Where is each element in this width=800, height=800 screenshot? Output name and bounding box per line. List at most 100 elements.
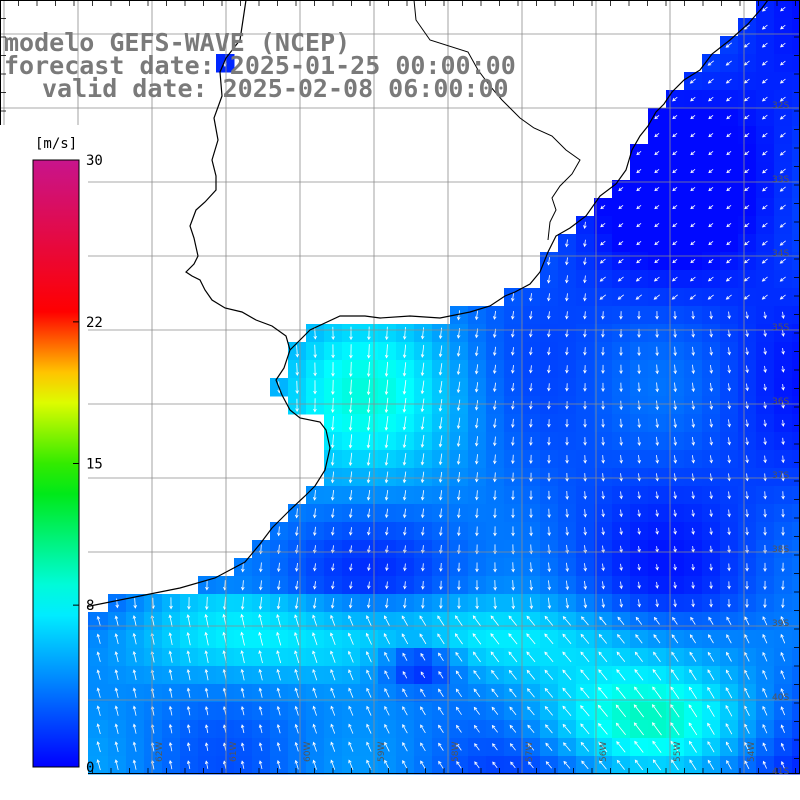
- wind-arrow: [186, 705, 191, 716]
- wind-arrow: [439, 526, 443, 537]
- wind-arrow: [547, 455, 551, 464]
- wind-arrow: [96, 705, 101, 716]
- wind-arrow: [544, 705, 553, 716]
- wind-arrow: [619, 364, 623, 375]
- wind-arrow: [295, 380, 299, 395]
- wind-arrow: [762, 651, 768, 662]
- wind-arrow: [691, 382, 696, 393]
- wind-arrow: [186, 668, 191, 681]
- wind-arrow: [725, 669, 732, 681]
- wind-arrow: [781, 419, 785, 427]
- wind-arrow: [529, 401, 533, 410]
- wind-arrow: [474, 454, 479, 465]
- speed-cell: [792, 432, 800, 451]
- wind-arrow: [544, 687, 554, 698]
- wind-arrow: [653, 616, 660, 625]
- wind-arrow: [312, 705, 317, 716]
- wind-arrow: [294, 614, 300, 628]
- wind-arrow: [601, 436, 605, 446]
- wind-arrow: [312, 687, 317, 698]
- wind-arrow: [547, 508, 551, 519]
- wind-arrow: [276, 614, 282, 628]
- wind-arrow: [366, 687, 372, 698]
- wind-arrow: [565, 562, 569, 572]
- wind-arrow: [529, 365, 533, 374]
- lon-label: 60W: [303, 742, 313, 762]
- wind-arrow: [580, 741, 590, 752]
- wind-arrow: [763, 509, 767, 518]
- wind-arrow: [204, 668, 209, 681]
- wind-arrow: [562, 723, 572, 734]
- wind-arrow: [745, 455, 749, 464]
- wind-arrow: [474, 418, 479, 429]
- wind-arrow: [744, 634, 750, 644]
- wind-arrow: [384, 651, 390, 662]
- wind-arrow: [384, 687, 390, 698]
- wind-arrow: [673, 564, 677, 571]
- wind-arrow: [547, 329, 551, 338]
- wind-arrow: [348, 614, 354, 627]
- speed-cell: [792, 216, 800, 235]
- wind-arrow: [762, 633, 768, 644]
- wind-arrow: [565, 293, 569, 302]
- wind-arrow: [474, 472, 479, 483]
- wind-arrow: [529, 597, 534, 610]
- wind-arrow: [600, 240, 606, 246]
- wind-arrow: [601, 581, 605, 590]
- wind-arrow: [565, 239, 569, 248]
- wind-arrow: [563, 742, 571, 752]
- wind-arrow: [601, 563, 605, 572]
- wind-arrow: [726, 133, 732, 138]
- wind-arrow: [492, 346, 497, 356]
- wind-arrow: [615, 686, 626, 699]
- wind-arrow: [366, 615, 372, 627]
- wind-arrow: [690, 96, 696, 102]
- wind-arrow: [725, 276, 732, 282]
- wind-arrow: [366, 361, 371, 378]
- wind-arrow: [601, 598, 606, 609]
- wind-arrow: [709, 347, 713, 356]
- wind-arrow: [744, 240, 750, 246]
- wind-arrow: [438, 381, 443, 394]
- wind-arrow: [762, 132, 768, 138]
- wind-arrow: [403, 545, 407, 554]
- wind-arrow: [727, 599, 731, 608]
- wind-arrow: [420, 688, 426, 697]
- wind-arrow: [294, 597, 299, 610]
- wind-arrow: [762, 616, 768, 626]
- wind-arrow: [456, 399, 461, 412]
- wind-arrow: [204, 760, 209, 769]
- wind-arrow: [619, 509, 623, 518]
- wind-arrow: [763, 311, 767, 320]
- wind-arrow: [457, 508, 461, 519]
- wind-arrow: [204, 687, 209, 698]
- speed-cell: [792, 486, 800, 505]
- wind-arrow: [545, 742, 553, 751]
- forecast-date: forecast date: 2025-01-25 00:00:00: [4, 51, 516, 80]
- wind-arrow: [707, 294, 714, 300]
- wind-arrow: [439, 597, 443, 610]
- wind-arrow: [725, 78, 732, 84]
- wind-arrow: [438, 742, 444, 751]
- speed-cell: [792, 0, 800, 19]
- wind-arrow: [312, 632, 318, 646]
- wind-arrow: [547, 293, 551, 302]
- wind-arrow: [420, 327, 425, 340]
- speed-cell: [792, 684, 800, 703]
- wind-arrow: [744, 616, 750, 626]
- wind-arrow: [562, 687, 572, 699]
- wind-arrow: [438, 363, 443, 376]
- wind-arrow: [599, 276, 606, 282]
- wind-arrow: [761, 60, 768, 66]
- model-title: modelo GEFS-WAVE (NCEP): [4, 28, 351, 57]
- wind-arrow: [186, 724, 191, 734]
- wind-arrow: [114, 687, 119, 698]
- speed-cell: [792, 126, 800, 145]
- speed-cell: [792, 756, 800, 775]
- wind-arrow: [619, 382, 623, 393]
- wind-arrow: [565, 526, 569, 536]
- wind-arrow: [690, 151, 696, 156]
- wind-arrow: [132, 723, 137, 734]
- wind-arrow: [511, 562, 515, 573]
- wind-arrow: [779, 222, 786, 228]
